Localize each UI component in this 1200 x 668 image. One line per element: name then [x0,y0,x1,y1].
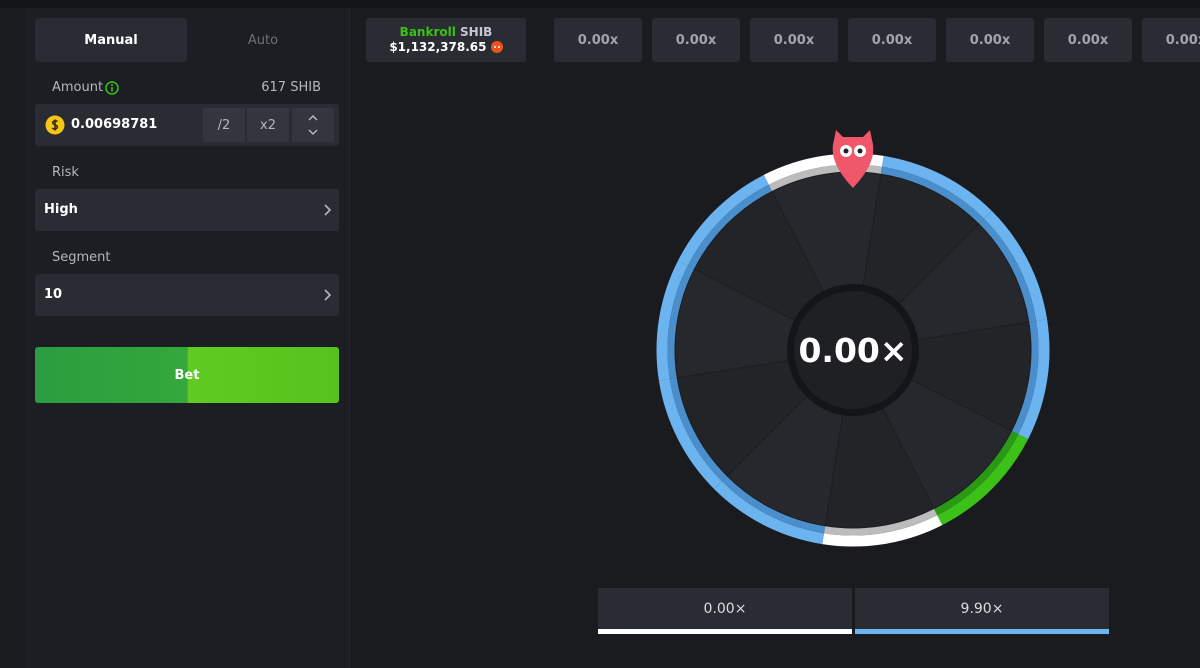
shib-icon [490,41,503,53]
balance: 617 SHIB [261,80,321,95]
info-icon[interactable] [105,81,119,95]
ring-segment [881,155,992,219]
ring-segment [658,378,722,489]
history-chip: 0.00x [946,18,1034,62]
double-button[interactable]: x2 [247,108,289,142]
segment-value: 10 [44,287,63,302]
history-chip: 0.00x [750,18,838,62]
chevron [324,289,332,301]
amount-input[interactable]: 0.00698781 /2 x2 [35,104,339,146]
ring-segment [714,481,825,545]
coin-icon [45,115,65,135]
wheel-wedge [771,171,882,352]
ring-inner [979,218,1037,323]
ring-segment [937,434,1029,526]
history-chip: 0.00x [1142,18,1200,62]
half-button[interactable]: /2 [203,108,245,142]
ring-segment [822,515,943,547]
mascot-eye [840,145,852,157]
stepper[interactable] [292,108,334,142]
history-chip: 0.00x [1044,18,1132,62]
tab-manual[interactable]: Manual [35,18,187,62]
bankroll-currency: SHIB [460,25,493,39]
risk-select[interactable]: High [35,189,339,231]
tab-auto[interactable]: Auto [247,32,279,48]
ring-inner [880,166,985,224]
risk-label: Risk [52,165,79,180]
ring-inner [669,377,727,482]
amount-value: 0.00698781 [71,117,158,132]
bankroll-value: $1,132,378.65 [389,40,487,54]
history-chip: 0.00x [554,18,642,62]
ring-inner [934,431,1019,516]
ring-segment [984,211,1048,322]
wheel-wedge [851,321,1032,432]
wheel-wedge [852,173,980,352]
hub-border [787,284,919,416]
segment-label: Segment [52,250,111,265]
wheel-wedge [851,223,1030,351]
history-chip: 0.00x [652,18,740,62]
ring-inner [1012,320,1039,435]
bet-button[interactable]: Bet [35,347,339,403]
payout: 9.90× [855,588,1109,634]
bankroll-label: Bankroll [399,25,456,39]
chevron [324,204,332,216]
ring-inner [768,164,883,191]
wheel-wedge [851,348,1013,510]
ring-segment [656,260,688,381]
wheel-wedge [824,348,935,529]
bankroll: Bankroll SHIB $1,132,378.65 [366,18,526,62]
ring-segment [677,174,769,266]
wheel-wedge [726,348,854,527]
ring-segment [1018,319,1050,440]
risk-value: High [44,202,78,217]
mascot-eye [854,145,866,157]
ring-inner [721,476,826,534]
wheel-wedge [676,349,855,477]
ring-inner [823,509,938,536]
payout: 0.00× [598,588,852,634]
mascot-body [832,130,874,188]
segment-select[interactable]: 10 [35,274,339,316]
hub [794,291,912,409]
ring-inner [687,184,772,269]
mascot-pupil [857,148,863,154]
wheel-wedge [693,190,855,352]
mascot-pupil [843,148,849,154]
side-panel: Manual Auto Amount 617 SHIB 0.00698781 /… [25,8,350,668]
wheel-wedge [674,268,855,379]
wheel-center-value: 0.00× [798,331,907,370]
history-chip: 0.00x [848,18,936,62]
amount-label: Amount [52,80,104,95]
ring-inner [667,265,694,380]
ring-segment [763,153,884,185]
wheel-base [673,170,1033,530]
top-strip [0,0,1200,8]
